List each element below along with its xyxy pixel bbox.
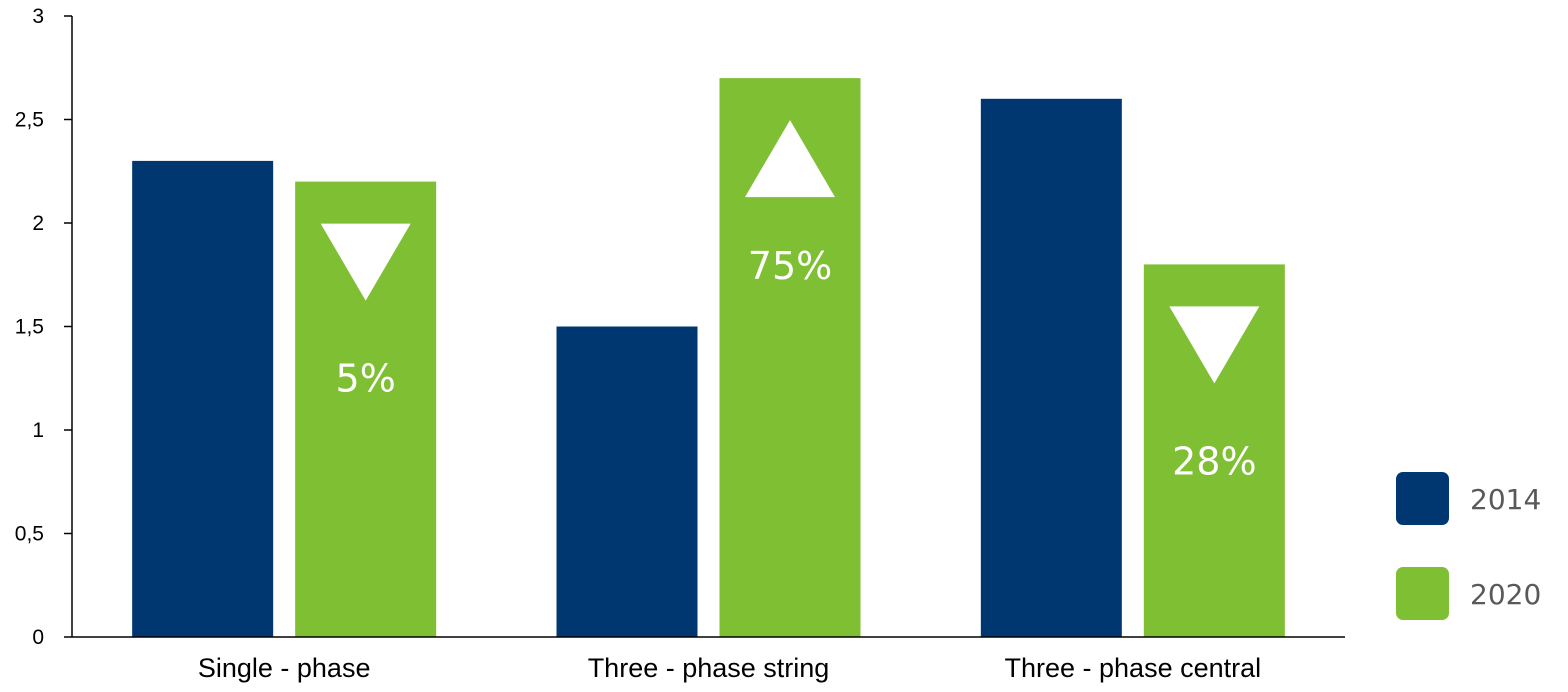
change-percent-label: 28% — [1172, 439, 1256, 483]
bar-2014 — [556, 326, 698, 637]
y-tick-label: 1 — [32, 419, 44, 442]
increase-arrow-icon — [745, 120, 835, 198]
bars-group — [132, 78, 1285, 638]
y-axis: 0 0,5 1 1,5 2 2,5 3 — [15, 5, 73, 649]
legend-label: 2014 — [1470, 483, 1541, 516]
legend-swatch — [1396, 567, 1449, 620]
decrease-arrow-icon — [320, 223, 411, 301]
legend-label: 2020 — [1470, 578, 1541, 611]
y-tick-label: 2,5 — [15, 109, 44, 132]
x-category-label: Three - phase central — [1005, 653, 1262, 683]
bar-2014 — [980, 98, 1122, 638]
y-tick-label: 3 — [32, 5, 44, 28]
legend: 2014 2020 — [1396, 472, 1541, 620]
change-annotations: 5% 75% 28% — [320, 120, 1260, 483]
decrease-arrow-icon — [1169, 306, 1260, 384]
change-percent-label: 75% — [748, 244, 832, 288]
y-tick-label: 1,5 — [15, 316, 44, 339]
x-category-label: Single - phase — [198, 653, 371, 683]
x-category-label: Three - phase string — [588, 653, 830, 683]
x-axis: Single - phase Three - phase string Three … — [72, 636, 1345, 683]
change-percent-label: 5% — [336, 357, 396, 401]
y-tick-label: 2 — [32, 212, 44, 235]
legend-swatch — [1396, 472, 1449, 525]
y-tick-label: 0,5 — [15, 523, 44, 546]
y-tick-label: 0 — [32, 626, 44, 649]
bar-2014 — [132, 160, 274, 637]
